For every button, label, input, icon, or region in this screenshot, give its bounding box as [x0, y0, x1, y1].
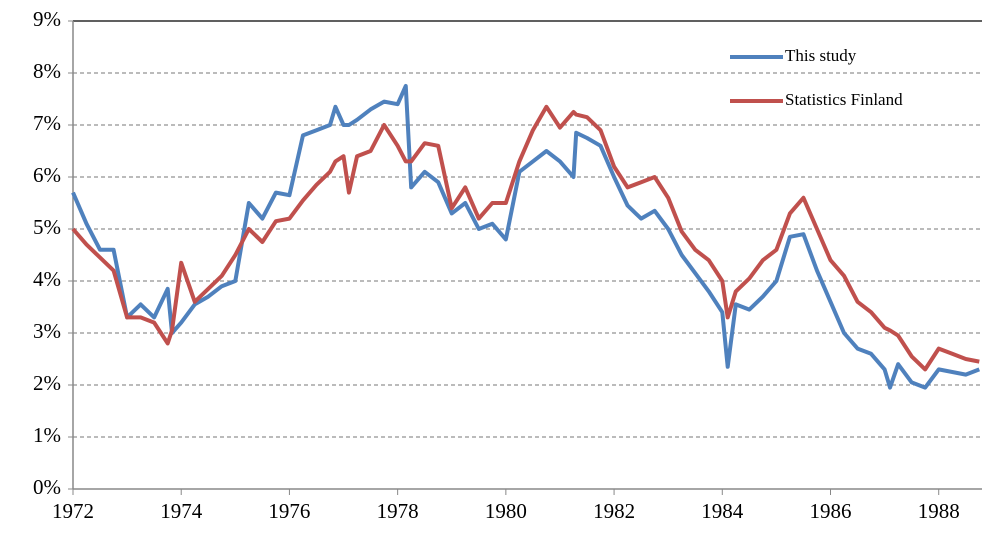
legend-label: Statistics Finland: [785, 90, 903, 109]
x-tick-label: 1976: [268, 499, 310, 523]
y-tick-label: 3%: [33, 319, 61, 343]
x-tick-label: 1972: [52, 499, 94, 523]
y-tick-label: 0%: [33, 475, 61, 499]
y-tick-label: 8%: [33, 59, 61, 83]
x-tick-label: 1986: [810, 499, 852, 523]
y-tick-label: 2%: [33, 371, 61, 395]
y-tick-label: 5%: [33, 215, 61, 239]
y-tick-label: 4%: [33, 267, 61, 291]
series-line: [71, 84, 981, 390]
y-tick-label: 6%: [33, 163, 61, 187]
series-line: [71, 104, 980, 372]
x-tick-label: 1974: [160, 499, 203, 523]
x-tick-label: 1984: [701, 499, 744, 523]
legend-label: This study: [785, 46, 857, 65]
y-tick-label: 7%: [33, 111, 61, 135]
x-tick-label: 1980: [485, 499, 527, 523]
y-tick-label: 9%: [33, 7, 61, 31]
x-tick-label: 1988: [918, 499, 960, 523]
x-tick-label: 1978: [377, 499, 419, 523]
y-tick-label: 1%: [33, 423, 61, 447]
x-tick-label: 1982: [593, 499, 635, 523]
